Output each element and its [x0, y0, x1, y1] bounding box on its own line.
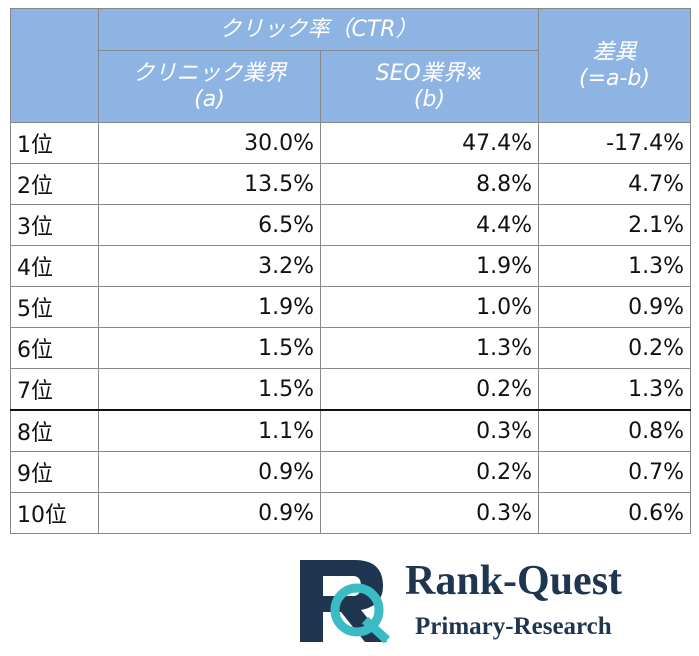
rank-cell: 9位	[10, 451, 99, 493]
value-cell: 13.5%	[98, 163, 321, 205]
value-cell: 0.2%	[538, 327, 691, 369]
corner-cell	[10, 8, 99, 123]
col-a-header: クリニック業界 (a)	[98, 50, 321, 123]
value-cell: 0.7%	[538, 451, 691, 493]
logo: Rank-Quest Primary-Research	[300, 558, 622, 644]
value-cell: 0.2%	[320, 451, 539, 493]
value-cell: 0.9%	[98, 492, 321, 534]
value-cell: -17.4%	[538, 122, 691, 164]
logo-q	[330, 583, 384, 637]
logo-q-tail	[361, 616, 391, 644]
value-cell: 6.5%	[98, 204, 321, 246]
header-line: 差異	[592, 39, 637, 65]
table-row: 1位 30.0% 47.4% -17.4%	[10, 122, 691, 164]
ctr-table: クリック率（CTR） 差異 (=a-b) クリニック業界 (a) SEO業界※ (b)…	[10, 8, 691, 534]
table-row: 7位 1.5% 0.2% 1.3%	[10, 368, 691, 411]
table-row: 4位 3.2% 1.9% 1.3%	[10, 245, 691, 287]
value-cell: 1.9%	[98, 286, 321, 328]
value-cell: 1.3%	[538, 368, 691, 411]
table-row: 8位 1.1% 0.3% 0.8%	[10, 409, 691, 452]
rank-cell: 6位	[10, 327, 99, 369]
header-line: (a)	[194, 86, 225, 112]
rank-cell: 4位	[10, 245, 99, 287]
value-cell: 1.1%	[98, 409, 321, 452]
rank-cell: 3位	[10, 204, 99, 246]
logo-subtitle: Primary-Research	[415, 613, 612, 640]
header-line: (b)	[413, 86, 446, 112]
rank-cell: 7位	[10, 368, 99, 411]
value-cell: 0.3%	[320, 492, 539, 534]
header-line: (=a-b)	[579, 65, 650, 91]
value-cell: 3.2%	[98, 245, 321, 287]
group-header: クリック率（CTR）	[98, 8, 539, 51]
value-cell: 1.3%	[320, 327, 539, 369]
value-cell: 0.6%	[538, 492, 691, 534]
diff-header: 差異 (=a-b)	[538, 8, 691, 123]
table-row: 5位 1.9% 1.0% 0.9%	[10, 286, 691, 328]
value-cell: 1.5%	[98, 368, 321, 411]
table-row: 6位 1.5% 1.3% 0.2%	[10, 327, 691, 369]
table-row: 3位 6.5% 4.4% 2.1%	[10, 204, 691, 246]
value-cell: 0.9%	[538, 286, 691, 328]
value-cell: 1.0%	[320, 286, 539, 328]
table-row: 9位 0.9% 0.2% 0.7%	[10, 451, 691, 493]
value-cell: 0.9%	[98, 451, 321, 493]
header-line: クリニック業界	[132, 60, 287, 86]
value-cell: 4.4%	[320, 204, 539, 246]
value-cell: 1.3%	[538, 245, 691, 287]
rank-cell: 8位	[10, 409, 99, 452]
value-cell: 47.4%	[320, 122, 539, 164]
header-line: SEO業界※	[375, 60, 484, 86]
value-cell: 2.1%	[538, 204, 691, 246]
value-cell: 30.0%	[98, 122, 321, 164]
value-cell: 1.5%	[98, 327, 321, 369]
table-row: 2位 13.5% 8.8% 4.7%	[10, 163, 691, 205]
value-cell: 8.8%	[320, 163, 539, 205]
rank-cell: 1位	[10, 122, 99, 164]
col-b-header: SEO業界※ (b)	[320, 50, 539, 123]
value-cell: 4.7%	[538, 163, 691, 205]
logo-title: Rank-Quest	[405, 558, 622, 604]
value-cell: 0.3%	[320, 409, 539, 452]
rank-cell: 10位	[10, 492, 99, 534]
value-cell: 0.2%	[320, 368, 539, 411]
table-row: 10位 0.9% 0.3% 0.6%	[10, 492, 691, 534]
rank-cell: 5位	[10, 286, 99, 328]
value-cell: 1.9%	[320, 245, 539, 287]
rank-cell: 2位	[10, 163, 99, 205]
value-cell: 0.8%	[538, 409, 691, 452]
